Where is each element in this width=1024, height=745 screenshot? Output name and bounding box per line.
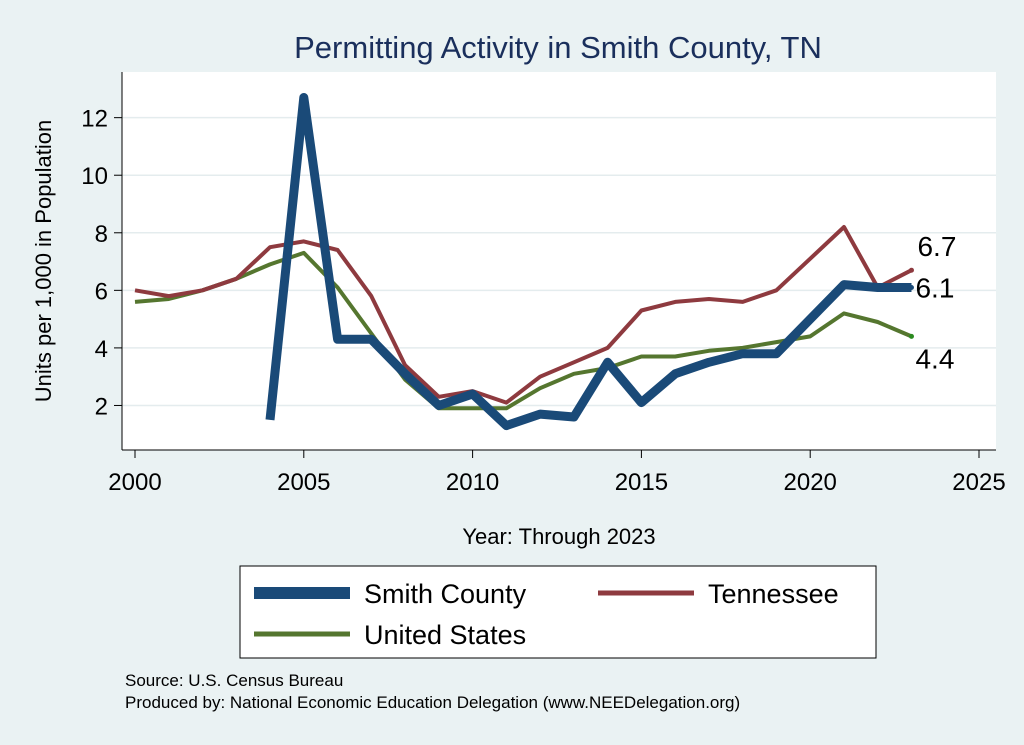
plot-area (122, 72, 996, 450)
y-tick-label-8: 8 (95, 221, 108, 248)
end-label-united-states: 4.4 (915, 343, 954, 374)
y-tick-label-10: 10 (81, 163, 108, 190)
series-line-smith-county (265, 93, 912, 431)
x-tick-label-2005: 2005 (277, 469, 330, 496)
y-tick-label-2: 2 (95, 393, 108, 420)
end-marker-smith-county (908, 284, 914, 290)
y-ticks: 2 4 6 8 10 12 (81, 106, 122, 420)
end-label-smith-county: 6.1 (915, 272, 954, 303)
chart-title: Permitting Activity in Smith County, TN (294, 30, 822, 65)
producer-note: Produced by: National Economic Education… (125, 693, 740, 712)
end-labels: 6.1 6.7 4.4 (908, 231, 956, 374)
end-label-tennessee: 6.7 (917, 231, 956, 262)
x-ticks: 2000 2005 2010 2015 2020 2025 (108, 450, 1006, 496)
x-tick-label-2015: 2015 (615, 469, 668, 496)
x-tick-label-2010: 2010 (446, 469, 499, 496)
series-line-united-states (134, 250, 913, 411)
x-axis-label: Year: Through 2023 (462, 524, 655, 549)
legend: Smith County Tennessee United States (239, 565, 877, 659)
series-lines (134, 93, 913, 431)
legend-label-united-states: United States (364, 620, 526, 650)
y-tick-label-12: 12 (81, 106, 108, 133)
end-marker-united-states (908, 333, 914, 339)
y-tick-label-4: 4 (95, 336, 108, 363)
x-tick-label-2020: 2020 (784, 469, 837, 496)
source-note: Source: U.S. Census Bureau (125, 671, 343, 690)
end-marker-tennessee (908, 267, 914, 273)
y-axis-label: Units per 1,000 in Population (31, 120, 56, 403)
x-tick-label-2000: 2000 (108, 469, 161, 496)
axes (121, 72, 996, 451)
legend-box (239, 565, 877, 659)
x-tick-label-2025: 2025 (952, 469, 1005, 496)
legend-label-smith-county: Smith County (364, 579, 527, 609)
legend-label-tennessee: Tennessee (708, 579, 839, 609)
series-line-tennessee (134, 225, 913, 405)
y-tick-label-6: 6 (95, 278, 108, 305)
